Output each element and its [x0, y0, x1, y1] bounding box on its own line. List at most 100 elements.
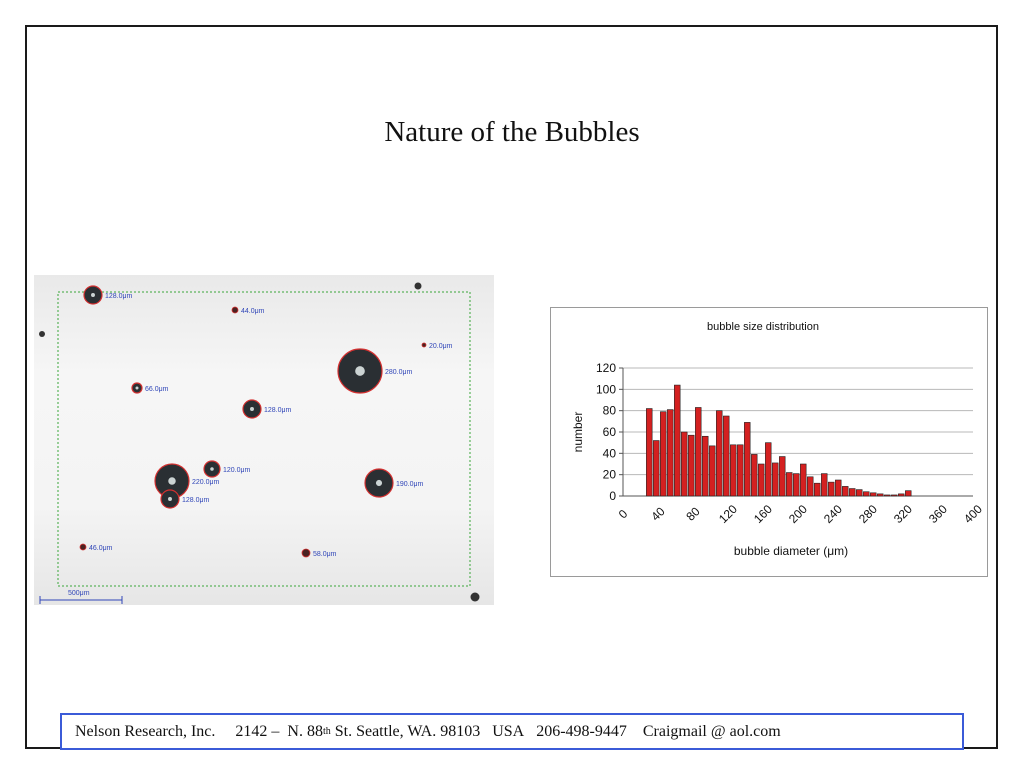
histogram-bar: [863, 491, 870, 497]
histogram-bar: [772, 462, 779, 497]
x-axis-label: bubble diameter (μm): [734, 544, 848, 558]
bubble-size-label: 190.0μm: [396, 481, 424, 488]
dust-speck: [414, 282, 422, 290]
bubble-size-label: 120.0μm: [223, 467, 251, 474]
bubble-highlight: [168, 477, 176, 485]
bubble-size-label: 44.0μm: [241, 308, 265, 315]
histogram-bar: [870, 492, 877, 497]
y-tick-label: 60: [603, 425, 617, 439]
x-tick-label: 0: [616, 506, 631, 521]
histogram-bar: [709, 445, 716, 497]
histogram-bar: [877, 493, 884, 497]
histogram-bar: [828, 481, 835, 497]
histogram-chart: bubble size distribution number bubble d…: [571, 321, 985, 558]
footer-address-prefix: 2142 – N. 88: [235, 722, 323, 740]
histogram-bar: [660, 411, 667, 497]
histogram-bar: [779, 456, 786, 497]
bubble-size-label: 66.0μm: [145, 386, 169, 393]
y-tick-label: 0: [609, 489, 616, 503]
x-tick-label: 160: [751, 502, 775, 526]
bubble-outline: [231, 306, 239, 314]
histogram-bar: [814, 482, 821, 497]
bubble-highlight: [375, 479, 383, 487]
footer-company: Nelson Research, Inc.: [75, 722, 216, 740]
bubble: 220.0μm: [154, 463, 220, 499]
histogram-bar: [786, 472, 793, 497]
histogram-panel: bubble size distribution number bubble d…: [550, 307, 988, 577]
histogram-bar: [793, 473, 800, 497]
bubble: 46.0μm: [79, 543, 113, 552]
bubble-layer: 128.0μm 44.0μm 20.0μm 280.0μm 66.0μm 128.0μm 1…: [79, 285, 453, 558]
bubble-size-label: 128.0μm: [182, 497, 210, 504]
y-tick-label: 100: [596, 382, 616, 396]
histogram-bar: [800, 463, 807, 497]
bubble: 66.0μm: [131, 382, 169, 394]
bubble: 58.0μm: [301, 548, 337, 558]
chart-title: bubble size distribution: [707, 321, 819, 333]
histogram-bar: [821, 473, 828, 497]
bubble-highlight: [250, 407, 254, 411]
bubble-highlight: [135, 386, 139, 390]
histogram-bar: [751, 454, 758, 497]
histogram-bar: [849, 488, 856, 497]
bubble-highlight: [168, 497, 172, 501]
histogram-bar: [646, 408, 653, 497]
histogram-bar: [856, 489, 863, 497]
histogram-bar: [758, 463, 765, 497]
bubble-size-label: 128.0μm: [105, 293, 133, 300]
histogram-bar: [891, 494, 898, 497]
y-tick-label: 40: [603, 446, 617, 460]
histogram-bar: [723, 415, 730, 497]
histogram-bar: [835, 479, 842, 497]
bubble-size-label: 220.0μm: [192, 479, 220, 486]
bubble-outline: [301, 548, 311, 558]
bubble: 128.0μm: [242, 399, 292, 419]
dust-speck: [470, 592, 480, 602]
bubble-size-label: 280.0μm: [385, 369, 413, 376]
y-tick-label: 20: [603, 468, 617, 482]
bubble: 120.0μm: [203, 460, 251, 478]
x-tick-label: 400: [961, 502, 985, 526]
bubble-size-label: 128.0μm: [264, 407, 292, 414]
y-tick-label: 80: [603, 404, 617, 418]
footer-address-suffix: St. Seattle, WA. 98103 USA: [330, 722, 525, 740]
x-tick-label: 320: [891, 502, 915, 526]
histogram-bar: [905, 490, 912, 497]
bubble: 44.0μm: [231, 306, 265, 315]
scale-bar-label: 500μm: [68, 590, 90, 597]
histogram-bar: [730, 444, 737, 497]
histogram-bar: [898, 493, 905, 497]
bubble-highlight: [355, 366, 365, 376]
micrograph-canvas: 500μm 128.0μm44.0μm20.0μm280.0μm66.0μm12…: [39, 282, 480, 604]
histogram-bar: [667, 409, 674, 497]
histogram-bar: [695, 407, 702, 497]
bubble-size-label: 20.0μm: [429, 343, 453, 350]
bubble-micrograph: 500μm 128.0μm 44.0μm 20.0μm 280.0μm 66.0μm 12…: [34, 275, 494, 605]
y-tick-label: 120: [596, 361, 616, 375]
histogram-bar: [716, 410, 723, 497]
histogram-bar: [744, 422, 751, 497]
measurement-region: [57, 291, 471, 587]
histogram-bar: [884, 494, 891, 497]
histogram-bar: [688, 434, 695, 497]
chart-bars: [646, 384, 912, 497]
bubble-size-label: 58.0μm: [313, 551, 337, 558]
dust-speck: [39, 331, 45, 337]
bubble-outline: [79, 543, 87, 551]
x-tick-label: 360: [926, 502, 950, 526]
x-tick-label: 280: [856, 502, 880, 526]
x-tick-label: 80: [683, 504, 703, 524]
footer-phone: 206-498-9447: [536, 722, 627, 740]
footer-address-sup: th: [322, 726, 331, 737]
bubble: 20.0μm: [421, 342, 453, 350]
bubble-size-label: 46.0μm: [89, 545, 113, 552]
x-tick-label: 40: [648, 504, 668, 524]
histogram-bar: [842, 486, 849, 497]
x-tick-label: 120: [716, 502, 740, 526]
histogram-bar: [653, 440, 660, 497]
histogram-bar: [807, 476, 814, 497]
bubble: 190.0μm: [364, 468, 424, 498]
bubble-outline: [421, 342, 427, 348]
bubble: 280.0μm: [337, 348, 413, 394]
